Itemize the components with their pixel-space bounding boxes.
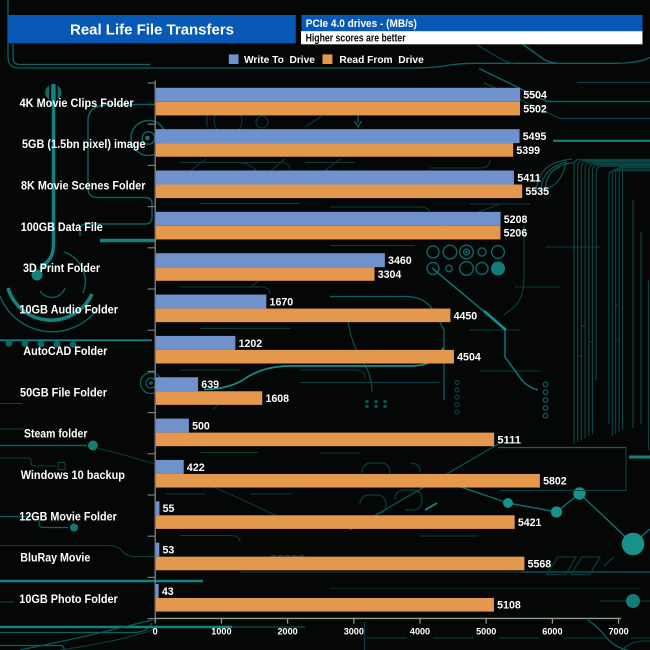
- svg-text:5535: 5535: [525, 186, 549, 198]
- svg-text:5495: 5495: [523, 131, 547, 143]
- svg-text:3304: 3304: [378, 269, 402, 281]
- svg-text:PCIe 4.0 drives - (MB/s): PCIe 4.0 drives - (MB/s): [306, 18, 417, 30]
- svg-text:422: 422: [187, 462, 205, 474]
- svg-text:5206: 5206: [504, 228, 528, 240]
- svg-text:639: 639: [201, 379, 219, 391]
- svg-text:1608: 1608: [265, 393, 289, 405]
- svg-text:53: 53: [163, 545, 175, 557]
- svg-text:8K Movie Scenes Folder: 8K Movie Scenes Folder: [21, 179, 146, 193]
- svg-text:5208: 5208: [504, 214, 528, 226]
- svg-text:4504: 4504: [457, 352, 481, 364]
- svg-text:1000: 1000: [211, 625, 231, 636]
- svg-text:43: 43: [162, 586, 174, 598]
- svg-text:100GB Data File: 100GB Data File: [21, 220, 103, 234]
- svg-text:AutoCAD Folder: AutoCAD Folder: [23, 344, 107, 358]
- svg-text:1670: 1670: [270, 296, 294, 308]
- svg-text:Real Life File Transfers: Real Life File Transfers: [70, 22, 234, 39]
- svg-text:1202: 1202: [239, 338, 263, 350]
- svg-text:5399: 5399: [516, 145, 540, 157]
- svg-text:3D Print Folder: 3D Print Folder: [23, 261, 100, 275]
- svg-text:4K Movie Clips Folder: 4K Movie Clips Folder: [20, 96, 134, 110]
- svg-text:50GB File Folder: 50GB File Folder: [20, 385, 107, 399]
- svg-text:2000: 2000: [278, 625, 298, 636]
- svg-text:5111: 5111: [497, 434, 521, 446]
- svg-text:5502: 5502: [523, 104, 547, 116]
- svg-text:500: 500: [192, 421, 210, 433]
- svg-text:0: 0: [153, 625, 158, 636]
- svg-text:10GB Photo Folder: 10GB Photo Folder: [19, 592, 118, 606]
- svg-text:5504: 5504: [523, 90, 547, 102]
- svg-text:4000: 4000: [410, 625, 430, 636]
- svg-text:55: 55: [163, 503, 175, 515]
- svg-text:3000: 3000: [344, 625, 364, 636]
- svg-text:12GB Movie Folder: 12GB Movie Folder: [19, 509, 117, 523]
- svg-text:5411: 5411: [517, 172, 541, 184]
- svg-text:5802: 5802: [543, 476, 567, 488]
- svg-text:Write To Drive: Write To Drive: [244, 55, 315, 66]
- svg-text:Steam folder: Steam folder: [24, 427, 88, 441]
- svg-text:6000: 6000: [542, 625, 562, 636]
- svg-text:BluRay Movie: BluRay Movie: [20, 551, 90, 565]
- svg-text:5GB (1.5bn pixel) image: 5GB (1.5bn pixel) image: [22, 137, 146, 151]
- svg-text:7000: 7000: [609, 625, 629, 636]
- svg-text:5108: 5108: [497, 600, 521, 612]
- svg-text:Higher scores are better: Higher scores are better: [306, 32, 407, 44]
- svg-text:Read From Drive: Read From Drive: [339, 55, 424, 66]
- svg-text:5568: 5568: [528, 558, 552, 570]
- svg-text:10GB Audio Folder: 10GB Audio Folder: [19, 303, 118, 317]
- svg-text:3460: 3460: [388, 255, 412, 267]
- svg-text:Windows 10 backup: Windows 10 backup: [21, 468, 125, 482]
- svg-text:4450: 4450: [454, 310, 478, 322]
- svg-text:5000: 5000: [476, 625, 496, 636]
- svg-text:5421: 5421: [518, 517, 542, 529]
